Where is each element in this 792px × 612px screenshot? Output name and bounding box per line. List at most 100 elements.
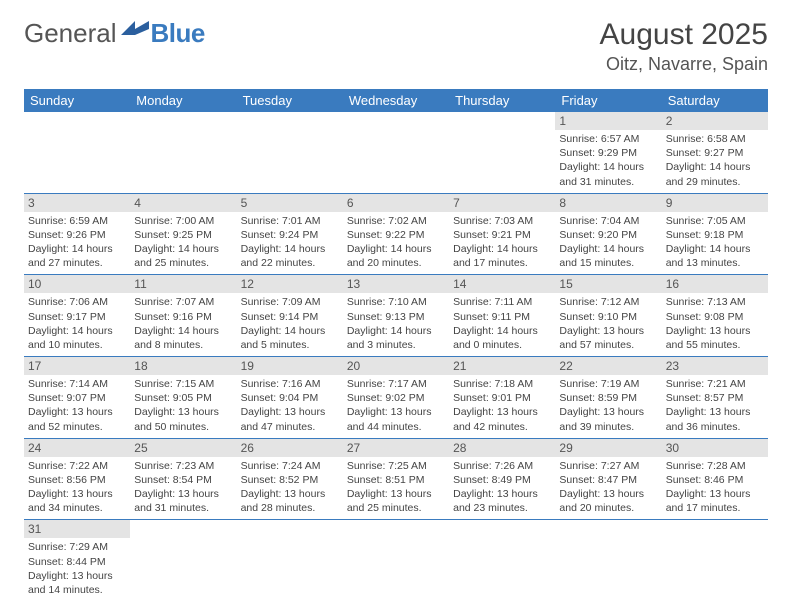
daylight-text: Daylight: 14 hours and 29 minutes. [666, 160, 764, 188]
sunset-text: Sunset: 8:46 PM [666, 473, 764, 487]
sunset-text: Sunset: 9:18 PM [666, 228, 764, 242]
calendar-cell [130, 112, 236, 193]
sunset-text: Sunset: 9:21 PM [453, 228, 551, 242]
daylight-text: Daylight: 13 hours and 31 minutes. [134, 487, 232, 515]
sunrise-text: Sunrise: 7:02 AM [347, 214, 445, 228]
day-number: 27 [343, 439, 449, 457]
sunrise-text: Sunrise: 7:11 AM [453, 295, 551, 309]
day-body: Sunrise: 7:09 AMSunset: 9:14 PMDaylight:… [237, 293, 343, 356]
sunrise-text: Sunrise: 7:28 AM [666, 459, 764, 473]
sunrise-text: Sunrise: 7:29 AM [28, 540, 126, 554]
sunrise-text: Sunrise: 7:27 AM [559, 459, 657, 473]
sunset-text: Sunset: 9:05 PM [134, 391, 232, 405]
sunset-text: Sunset: 9:29 PM [559, 146, 657, 160]
sunset-text: Sunset: 9:07 PM [28, 391, 126, 405]
daylight-text: Daylight: 13 hours and 42 minutes. [453, 405, 551, 433]
sunset-text: Sunset: 9:13 PM [347, 310, 445, 324]
day-header: Wednesday [343, 89, 449, 112]
sunset-text: Sunset: 9:16 PM [134, 310, 232, 324]
sunrise-text: Sunrise: 7:19 AM [559, 377, 657, 391]
day-header: Sunday [24, 89, 130, 112]
day-number: 15 [555, 275, 661, 293]
calendar-cell [449, 520, 555, 601]
header: General Blue August 2025 Oitz, Navarre, … [24, 18, 768, 75]
calendar-cell: 12Sunrise: 7:09 AMSunset: 9:14 PMDayligh… [237, 275, 343, 357]
calendar-cell: 27Sunrise: 7:25 AMSunset: 8:51 PMDayligh… [343, 438, 449, 520]
day-header: Friday [555, 89, 661, 112]
day-body: Sunrise: 7:25 AMSunset: 8:51 PMDaylight:… [343, 457, 449, 520]
calendar-cell: 25Sunrise: 7:23 AMSunset: 8:54 PMDayligh… [130, 438, 236, 520]
calendar-cell: 14Sunrise: 7:11 AMSunset: 9:11 PMDayligh… [449, 275, 555, 357]
sunset-text: Sunset: 9:08 PM [666, 310, 764, 324]
day-number: 9 [662, 194, 768, 212]
day-number: 6 [343, 194, 449, 212]
calendar-cell [237, 112, 343, 193]
sunrise-text: Sunrise: 7:06 AM [28, 295, 126, 309]
day-header: Saturday [662, 89, 768, 112]
calendar-cell: 17Sunrise: 7:14 AMSunset: 9:07 PMDayligh… [24, 357, 130, 439]
logo: General Blue [24, 18, 205, 49]
logo-text-blue: Blue [151, 18, 205, 49]
daylight-text: Daylight: 13 hours and 50 minutes. [134, 405, 232, 433]
day-number: 23 [662, 357, 768, 375]
sunset-text: Sunset: 9:25 PM [134, 228, 232, 242]
day-header: Thursday [449, 89, 555, 112]
calendar-cell [237, 520, 343, 601]
day-body: Sunrise: 7:06 AMSunset: 9:17 PMDaylight:… [24, 293, 130, 356]
sunrise-text: Sunrise: 7:12 AM [559, 295, 657, 309]
daylight-text: Daylight: 13 hours and 55 minutes. [666, 324, 764, 352]
day-body: Sunrise: 7:13 AMSunset: 9:08 PMDaylight:… [662, 293, 768, 356]
calendar-cell: 23Sunrise: 7:21 AMSunset: 8:57 PMDayligh… [662, 357, 768, 439]
sunrise-text: Sunrise: 7:23 AM [134, 459, 232, 473]
calendar-cell: 2Sunrise: 6:58 AMSunset: 9:27 PMDaylight… [662, 112, 768, 193]
calendar-row: 3Sunrise: 6:59 AMSunset: 9:26 PMDaylight… [24, 193, 768, 275]
sunrise-text: Sunrise: 7:17 AM [347, 377, 445, 391]
day-body: Sunrise: 6:59 AMSunset: 9:26 PMDaylight:… [24, 212, 130, 275]
day-body: Sunrise: 7:00 AMSunset: 9:25 PMDaylight:… [130, 212, 236, 275]
daylight-text: Daylight: 13 hours and 20 minutes. [559, 487, 657, 515]
calendar-cell: 8Sunrise: 7:04 AMSunset: 9:20 PMDaylight… [555, 193, 661, 275]
day-number: 8 [555, 194, 661, 212]
sunset-text: Sunset: 9:02 PM [347, 391, 445, 405]
day-number: 13 [343, 275, 449, 293]
day-number: 7 [449, 194, 555, 212]
sunset-text: Sunset: 8:57 PM [666, 391, 764, 405]
day-number: 11 [130, 275, 236, 293]
sunrise-text: Sunrise: 7:24 AM [241, 459, 339, 473]
calendar-cell [130, 520, 236, 601]
calendar-cell: 16Sunrise: 7:13 AMSunset: 9:08 PMDayligh… [662, 275, 768, 357]
daylight-text: Daylight: 14 hours and 3 minutes. [347, 324, 445, 352]
daylight-text: Daylight: 13 hours and 57 minutes. [559, 324, 657, 352]
day-body: Sunrise: 6:57 AMSunset: 9:29 PMDaylight:… [555, 130, 661, 193]
daylight-text: Daylight: 14 hours and 27 minutes. [28, 242, 126, 270]
calendar-cell [343, 520, 449, 601]
sunset-text: Sunset: 8:52 PM [241, 473, 339, 487]
day-header: Tuesday [237, 89, 343, 112]
logo-text-general: General [24, 18, 117, 49]
daylight-text: Daylight: 14 hours and 17 minutes. [453, 242, 551, 270]
sunset-text: Sunset: 9:22 PM [347, 228, 445, 242]
sunrise-text: Sunrise: 6:59 AM [28, 214, 126, 228]
daylight-text: Daylight: 13 hours and 36 minutes. [666, 405, 764, 433]
sunset-text: Sunset: 9:04 PM [241, 391, 339, 405]
calendar-cell: 7Sunrise: 7:03 AMSunset: 9:21 PMDaylight… [449, 193, 555, 275]
calendar-cell: 9Sunrise: 7:05 AMSunset: 9:18 PMDaylight… [662, 193, 768, 275]
day-body: Sunrise: 7:16 AMSunset: 9:04 PMDaylight:… [237, 375, 343, 438]
day-body: Sunrise: 7:10 AMSunset: 9:13 PMDaylight:… [343, 293, 449, 356]
daylight-text: Daylight: 13 hours and 25 minutes. [347, 487, 445, 515]
day-body: Sunrise: 7:23 AMSunset: 8:54 PMDaylight:… [130, 457, 236, 520]
calendar-row: 1Sunrise: 6:57 AMSunset: 9:29 PMDaylight… [24, 112, 768, 193]
sunrise-text: Sunrise: 7:10 AM [347, 295, 445, 309]
day-body: Sunrise: 7:01 AMSunset: 9:24 PMDaylight:… [237, 212, 343, 275]
day-body: Sunrise: 7:15 AMSunset: 9:05 PMDaylight:… [130, 375, 236, 438]
day-body: Sunrise: 7:17 AMSunset: 9:02 PMDaylight:… [343, 375, 449, 438]
day-body: Sunrise: 7:18 AMSunset: 9:01 PMDaylight:… [449, 375, 555, 438]
calendar-cell: 11Sunrise: 7:07 AMSunset: 9:16 PMDayligh… [130, 275, 236, 357]
day-number: 29 [555, 439, 661, 457]
sunrise-text: Sunrise: 7:25 AM [347, 459, 445, 473]
daylight-text: Daylight: 14 hours and 0 minutes. [453, 324, 551, 352]
calendar-cell: 5Sunrise: 7:01 AMSunset: 9:24 PMDaylight… [237, 193, 343, 275]
calendar-cell: 29Sunrise: 7:27 AMSunset: 8:47 PMDayligh… [555, 438, 661, 520]
day-number: 31 [24, 520, 130, 538]
day-number: 18 [130, 357, 236, 375]
